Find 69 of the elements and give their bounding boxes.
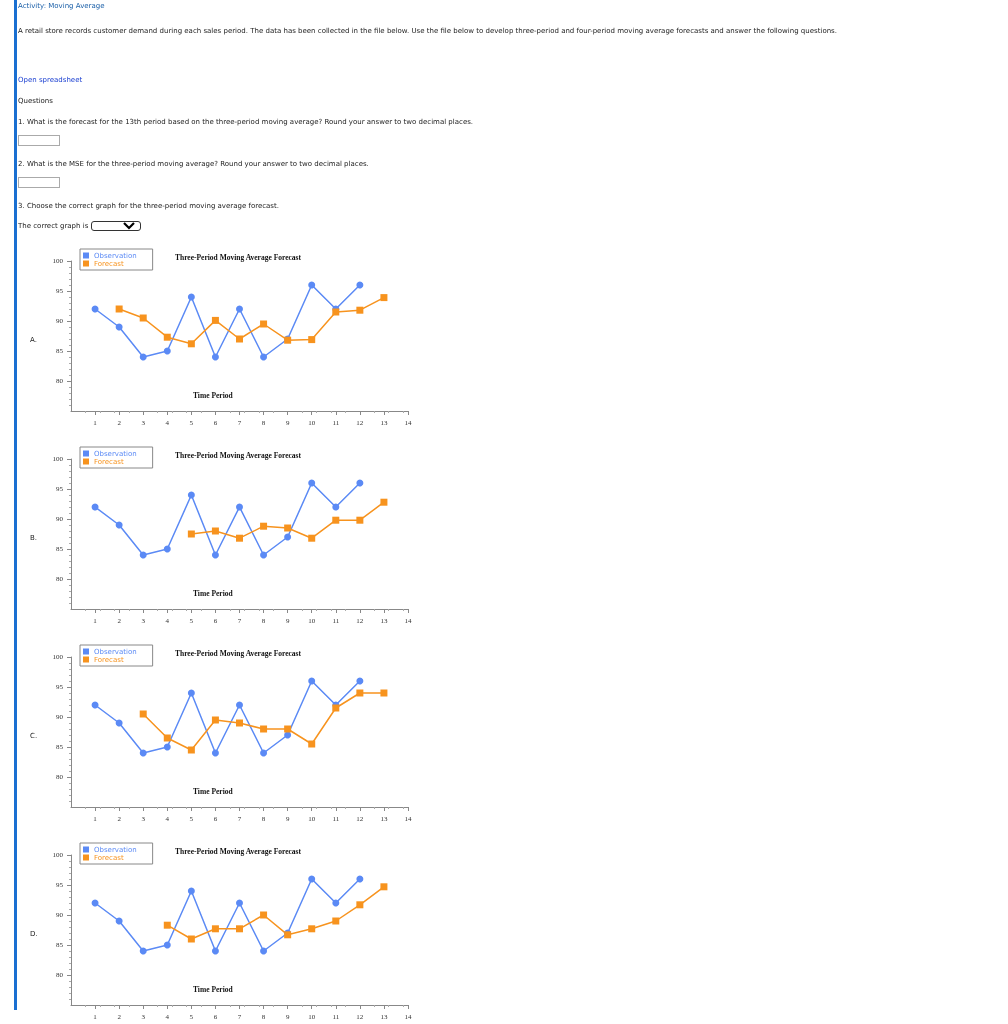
point — [356, 306, 364, 314]
point — [163, 347, 171, 355]
point — [308, 925, 316, 933]
point — [187, 293, 195, 301]
point — [284, 533, 292, 541]
point — [187, 746, 195, 754]
point — [332, 899, 340, 907]
point — [139, 353, 147, 361]
point — [260, 725, 268, 733]
point — [163, 333, 171, 341]
point — [260, 749, 268, 757]
point — [308, 740, 316, 748]
point — [211, 316, 219, 324]
point — [284, 725, 292, 733]
point — [308, 875, 316, 883]
point — [260, 353, 268, 361]
point — [356, 516, 364, 524]
point — [332, 503, 340, 511]
point — [163, 921, 171, 929]
point — [236, 503, 243, 511]
point — [236, 335, 243, 343]
point — [187, 491, 195, 499]
point — [260, 522, 268, 530]
point — [308, 534, 316, 542]
point — [163, 734, 171, 742]
point — [380, 689, 388, 697]
point — [211, 551, 219, 559]
point — [308, 677, 316, 685]
point — [187, 935, 195, 943]
point — [187, 530, 195, 538]
point — [211, 947, 219, 955]
point — [356, 689, 364, 697]
point — [139, 314, 147, 322]
point — [356, 901, 364, 909]
point — [260, 320, 268, 328]
point — [260, 551, 268, 559]
point — [115, 305, 123, 313]
point — [308, 479, 316, 487]
point — [236, 925, 243, 933]
point — [236, 899, 243, 907]
point — [308, 336, 316, 344]
point — [211, 925, 219, 933]
point — [380, 883, 388, 891]
point — [308, 281, 316, 289]
point — [284, 524, 292, 532]
point — [260, 911, 268, 919]
point — [260, 947, 268, 955]
point — [211, 527, 219, 535]
point — [211, 353, 219, 361]
point — [236, 701, 243, 709]
point — [163, 545, 171, 553]
point — [332, 516, 340, 524]
point — [139, 947, 147, 955]
point — [236, 719, 243, 727]
point — [380, 294, 388, 302]
point — [211, 716, 219, 724]
point — [139, 749, 147, 757]
point — [187, 689, 195, 697]
point — [187, 887, 195, 895]
point — [380, 498, 388, 506]
point — [163, 941, 171, 949]
point — [187, 340, 195, 348]
point — [332, 917, 340, 925]
point — [139, 551, 147, 559]
point — [139, 710, 147, 718]
point — [211, 749, 219, 757]
point — [236, 305, 243, 313]
point — [163, 743, 171, 751]
point — [236, 534, 243, 542]
